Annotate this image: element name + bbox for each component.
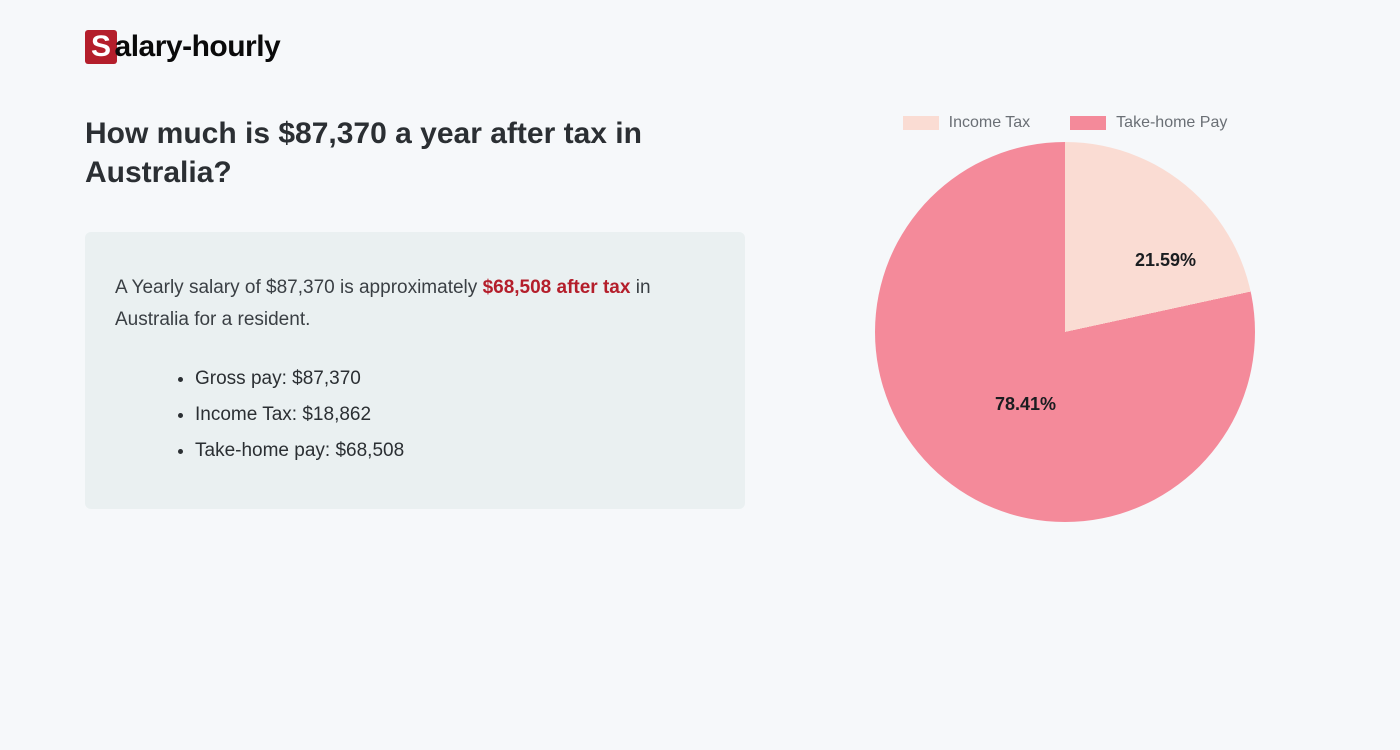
pie-circle [875,142,1255,522]
legend-swatch [1070,116,1106,130]
list-item: Income Tax: $18,862 [195,397,715,433]
chart-column: Income Tax Take-home Pay 21.59% 78.41% [825,114,1305,634]
summary-highlight: $68,508 after tax [483,277,631,298]
logo-rest: alary-hourly [115,30,281,63]
legend-swatch [903,116,939,130]
site-logo: Salary-hourly [85,30,1315,64]
summary-sentence: A Yearly salary of $87,370 is approximat… [115,272,715,337]
pie-slice-label-tax: 21.59% [1135,250,1196,271]
logo-s-box: S [85,30,117,64]
list-item: Take-home pay: $68,508 [195,433,715,469]
page-title: How much is $87,370 a year after tax in … [85,114,745,192]
chart-legend: Income Tax Take-home Pay [825,114,1305,132]
summary-box: A Yearly salary of $87,370 is approximat… [85,232,745,509]
legend-item-take-home: Take-home Pay [1070,114,1227,132]
legend-label: Income Tax [949,114,1031,132]
summary-list: Gross pay: $87,370 Income Tax: $18,862 T… [115,361,715,469]
summary-prefix: A Yearly salary of $87,370 is approximat… [115,277,483,298]
left-column: How much is $87,370 a year after tax in … [85,114,745,509]
content-row: How much is $87,370 a year after tax in … [85,114,1315,634]
legend-item-income-tax: Income Tax [903,114,1031,132]
list-item: Gross pay: $87,370 [195,361,715,397]
pie-slice-label-takehome: 78.41% [995,394,1056,415]
legend-label: Take-home Pay [1116,114,1227,132]
pie-chart: 21.59% 78.41% [875,142,1255,522]
